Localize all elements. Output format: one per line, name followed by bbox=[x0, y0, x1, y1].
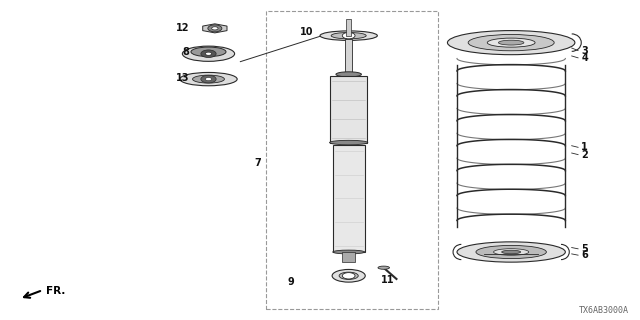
Circle shape bbox=[205, 52, 212, 55]
Ellipse shape bbox=[182, 46, 235, 61]
Ellipse shape bbox=[378, 266, 390, 269]
Text: 12: 12 bbox=[176, 23, 189, 33]
Text: 9: 9 bbox=[288, 277, 294, 287]
Text: 1: 1 bbox=[581, 142, 588, 152]
Circle shape bbox=[342, 273, 355, 279]
Ellipse shape bbox=[457, 242, 565, 262]
Circle shape bbox=[342, 32, 355, 39]
Ellipse shape bbox=[476, 245, 547, 259]
Bar bbox=[342, 252, 355, 261]
Text: 5: 5 bbox=[581, 244, 588, 254]
Bar bbox=[266, 11, 438, 309]
Ellipse shape bbox=[339, 272, 358, 279]
Text: 3: 3 bbox=[581, 45, 588, 56]
Polygon shape bbox=[203, 24, 227, 33]
Text: TX6AB3000A: TX6AB3000A bbox=[579, 306, 629, 315]
Text: 11: 11 bbox=[381, 275, 394, 285]
Text: FR.: FR. bbox=[46, 286, 65, 296]
Circle shape bbox=[201, 50, 216, 58]
Bar bbox=[346, 19, 351, 36]
Ellipse shape bbox=[320, 31, 378, 40]
Ellipse shape bbox=[331, 32, 366, 39]
Ellipse shape bbox=[330, 140, 368, 145]
Text: 4: 4 bbox=[581, 53, 588, 63]
Bar bbox=[345, 39, 353, 74]
Ellipse shape bbox=[336, 72, 362, 77]
Ellipse shape bbox=[502, 250, 521, 254]
Ellipse shape bbox=[493, 249, 529, 255]
Circle shape bbox=[208, 25, 222, 32]
Ellipse shape bbox=[332, 269, 365, 282]
Ellipse shape bbox=[193, 75, 225, 83]
Text: 13: 13 bbox=[176, 73, 189, 83]
Text: 8: 8 bbox=[182, 47, 189, 57]
Ellipse shape bbox=[487, 38, 535, 47]
Ellipse shape bbox=[447, 31, 575, 55]
Bar bbox=[330, 76, 367, 142]
Ellipse shape bbox=[180, 72, 237, 86]
Circle shape bbox=[212, 27, 218, 30]
Text: 7: 7 bbox=[255, 158, 261, 168]
Ellipse shape bbox=[468, 35, 554, 51]
Ellipse shape bbox=[499, 40, 524, 45]
Text: 6: 6 bbox=[581, 250, 588, 260]
Circle shape bbox=[201, 75, 216, 83]
Ellipse shape bbox=[333, 250, 365, 254]
Bar bbox=[333, 145, 365, 252]
Ellipse shape bbox=[191, 47, 226, 57]
Text: 10: 10 bbox=[300, 27, 314, 36]
Circle shape bbox=[205, 77, 212, 81]
Text: 2: 2 bbox=[581, 150, 588, 160]
